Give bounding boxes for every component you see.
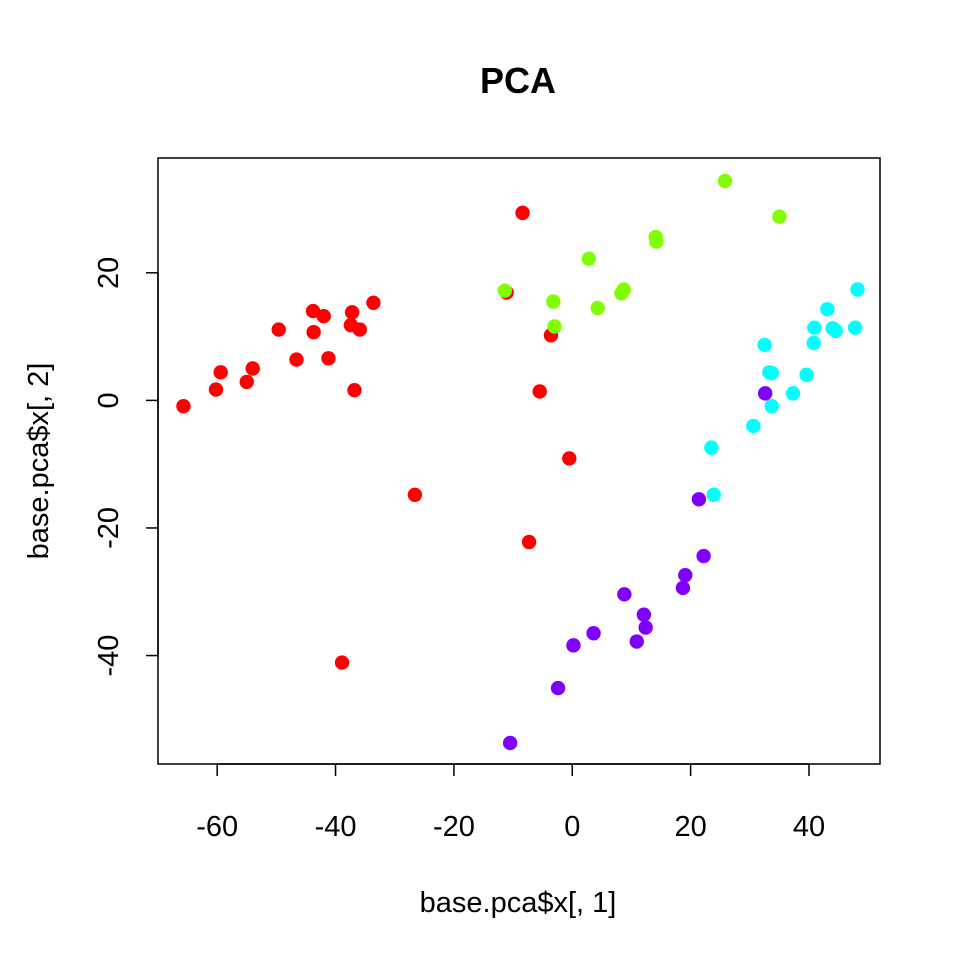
data-point (636, 607, 652, 622)
data-point (772, 209, 787, 224)
data-point (347, 382, 362, 398)
data-point (675, 580, 691, 596)
data-point (213, 365, 228, 380)
data-point (850, 282, 865, 297)
series-2 (497, 173, 787, 334)
data-point (820, 301, 835, 317)
data-point (344, 305, 360, 320)
data-point (717, 173, 733, 189)
series-3 (704, 282, 865, 503)
data-point (502, 735, 518, 751)
data-point (208, 382, 224, 397)
y-tick-label: -40 (93, 635, 125, 677)
data-point (581, 251, 597, 266)
x-axis-label: base.pca$x[, 1] (420, 887, 617, 919)
data-point (239, 374, 254, 390)
data-point (806, 335, 821, 351)
data-point (757, 337, 772, 353)
data-point (271, 322, 286, 337)
data-point (828, 323, 843, 339)
data-point (550, 680, 566, 696)
plot-frame (157, 157, 881, 765)
x-tick-label: 40 (793, 811, 825, 843)
data-point (546, 294, 561, 309)
data-point (176, 398, 191, 414)
data-point (547, 319, 562, 334)
chart-title: PCA (480, 60, 556, 101)
data-point (352, 322, 368, 337)
data-point (678, 567, 693, 583)
data-point (566, 638, 581, 653)
data-points (176, 173, 865, 751)
data-point (764, 398, 779, 414)
data-point (334, 655, 350, 670)
data-point (691, 492, 707, 507)
series-4 (502, 386, 773, 751)
data-point (616, 282, 631, 297)
data-point (799, 367, 814, 383)
data-point (515, 205, 530, 221)
x-tick-label: 0 (564, 811, 580, 843)
data-point (696, 548, 711, 564)
y-tick-label: -20 (93, 507, 125, 549)
data-point (407, 487, 423, 503)
y-tick-label: 20 (93, 257, 125, 289)
data-point (807, 320, 822, 335)
data-point (497, 283, 512, 298)
data-point (649, 234, 664, 249)
y-tick-label: 0 (93, 392, 125, 408)
x-tick-label: -40 (315, 811, 357, 843)
data-point (245, 361, 260, 376)
data-point (305, 303, 321, 319)
data-point (590, 300, 605, 316)
x-tick-label: 20 (674, 811, 706, 843)
data-point (704, 440, 719, 455)
data-point (847, 320, 863, 335)
data-point (521, 534, 537, 550)
data-point (617, 587, 632, 602)
y-axis: -40 -20 0 20 (93, 257, 159, 677)
data-point (638, 620, 653, 635)
data-point (306, 324, 321, 340)
data-point (757, 386, 773, 401)
data-point (562, 451, 577, 466)
data-point (706, 487, 721, 503)
data-point (629, 634, 644, 649)
data-point (764, 365, 779, 381)
x-axis: -60 -40 -20 0 20 40 (196, 763, 825, 843)
series-1 (176, 205, 577, 670)
data-point (746, 418, 761, 434)
data-point (321, 351, 336, 366)
data-point (785, 386, 801, 401)
y-axis-label: base.pca$x[, 2] (23, 363, 55, 560)
data-point (316, 308, 331, 324)
x-tick-label: -20 (433, 811, 475, 843)
x-tick-label: -60 (196, 811, 238, 843)
data-point (586, 626, 601, 641)
data-point (289, 352, 304, 367)
data-point (532, 384, 547, 399)
data-point (366, 295, 381, 311)
